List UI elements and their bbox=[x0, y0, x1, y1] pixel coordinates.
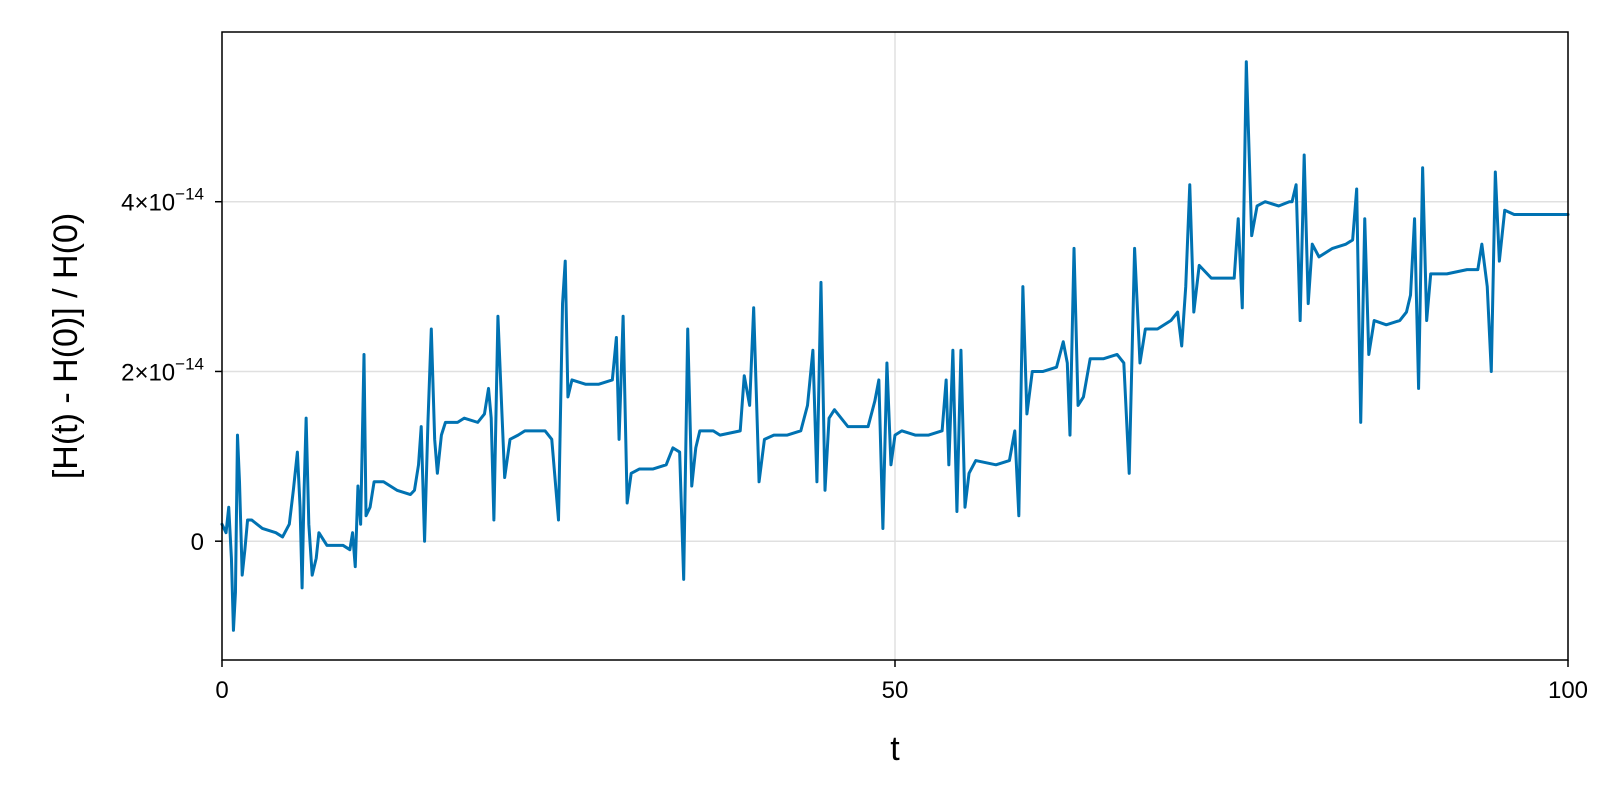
grid-lines bbox=[221, 32, 1569, 660]
y-tick-label-base: 2×10 bbox=[121, 359, 175, 386]
x-axis-ticks: 0 50 100 bbox=[215, 660, 1588, 704]
y-tick-label: 2×10−14 bbox=[121, 354, 204, 386]
y-tick-label-exponent: −14 bbox=[175, 185, 204, 204]
x-tick-label: 100 bbox=[1548, 677, 1588, 704]
y-axis-label: [H(t) - H(0)] / H(0) bbox=[47, 213, 85, 479]
y-axis-ticks: 02×10−144×10−14 bbox=[121, 185, 222, 556]
series-layer bbox=[220, 60, 1570, 632]
x-tick-label: 0 bbox=[215, 677, 228, 704]
x-axis-label: t bbox=[890, 730, 900, 768]
y-tick-label-exponent: −14 bbox=[175, 354, 204, 373]
y-tick-label: 4×10−14 bbox=[121, 185, 204, 217]
y-tick-label: 0 bbox=[191, 529, 204, 556]
x-tick-label: 50 bbox=[882, 677, 909, 704]
y-tick-label-base: 4×10 bbox=[121, 190, 175, 217]
series-line-0 bbox=[220, 60, 1570, 632]
